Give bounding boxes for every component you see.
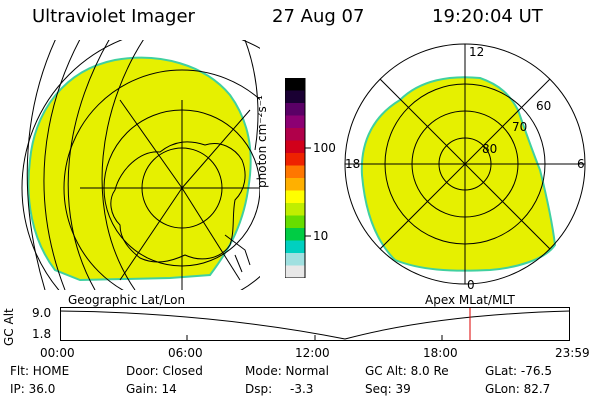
polar-label-6: 6 <box>577 157 585 171</box>
geographic-label: Geographic Lat/Lon <box>68 293 186 307</box>
glat-status: GLat: -76.5 <box>485 364 552 378</box>
polar-label-70: 70 <box>512 120 527 134</box>
door-status: Door: Closed <box>126 364 203 378</box>
geographic-emission-region <box>27 56 252 282</box>
colorbar-segment <box>285 240 305 254</box>
gc-alt-status: GC Alt: 8.0 Re <box>365 364 449 378</box>
colorbar-segment <box>285 78 305 91</box>
dsp-label: Dsp: <box>245 382 273 396</box>
coastline <box>110 141 251 273</box>
colorbar-segment <box>285 265 305 278</box>
polar-label-0: 0 <box>467 278 475 292</box>
colorbar-segment <box>285 153 305 166</box>
colorbar-segment <box>285 128 305 141</box>
polar-label-18: 18 <box>345 157 360 171</box>
polar-plot: 12 18 6 0 60 70 80 <box>344 43 586 292</box>
colorbar-segment <box>285 178 305 191</box>
flt-status: Flt: HOME <box>10 364 70 378</box>
date-label: 27 Aug 07 <box>272 6 365 27</box>
mode-status: Mode: Normal <box>245 364 329 378</box>
colorbar-segment <box>285 90 305 104</box>
colorbar-tick-100: 100 <box>313 141 336 155</box>
altitude-curve <box>60 310 571 340</box>
colorbar-segment <box>285 115 305 129</box>
colorbar-segment <box>285 203 305 216</box>
polar-label-60: 60 <box>536 99 551 113</box>
ip-status: IP: 36.0 <box>10 382 56 396</box>
timeline-plot <box>60 307 571 341</box>
auroral-oval-region <box>360 76 557 272</box>
instrument-title: Ultraviolet Imager <box>32 6 195 27</box>
timeline-tick-2: 12:00 <box>295 346 330 360</box>
polar-grid <box>344 43 586 285</box>
dsp-value: -3.3 <box>290 382 314 396</box>
geographic-map <box>21 40 260 290</box>
timeline-tick-1: 06:00 <box>168 346 203 360</box>
colorbar-segment <box>285 190 305 204</box>
timeline-y-top: 9.0 <box>32 306 52 320</box>
polar-label-12: 12 <box>469 45 484 59</box>
apex-label: Apex MLat/MLT <box>425 293 515 307</box>
colorbar-tick-10: 10 <box>313 229 329 243</box>
colorbar-segment <box>285 253 305 266</box>
glon-status: GLon: 82.7 <box>485 382 551 396</box>
longitude-lines <box>21 40 260 290</box>
colorbar-segment <box>285 103 305 116</box>
polar-label-80: 80 <box>482 142 497 156</box>
timeline-tick-0: 00:00 <box>40 346 75 360</box>
timeline-ylabel: GC Alt <box>2 308 16 346</box>
colorbar <box>285 78 311 278</box>
colorbar-unit-label: photon cm⁻²s⁻¹ <box>255 95 269 188</box>
colorbar-segment <box>285 215 305 229</box>
timeline-tick-4: 23:59 <box>555 346 590 360</box>
colorbar-segment <box>285 228 305 241</box>
colorbar-segment <box>285 165 305 179</box>
time-label: 19:20:04 UT <box>432 6 543 27</box>
colorbar-segment <box>285 140 305 154</box>
timeline-tick-3: 18:00 <box>423 346 458 360</box>
timeline-y-bottom: 1.8 <box>32 327 52 341</box>
seq-status: Seq: 39 <box>365 382 411 396</box>
gain-status: Gain: 14 <box>126 382 177 396</box>
